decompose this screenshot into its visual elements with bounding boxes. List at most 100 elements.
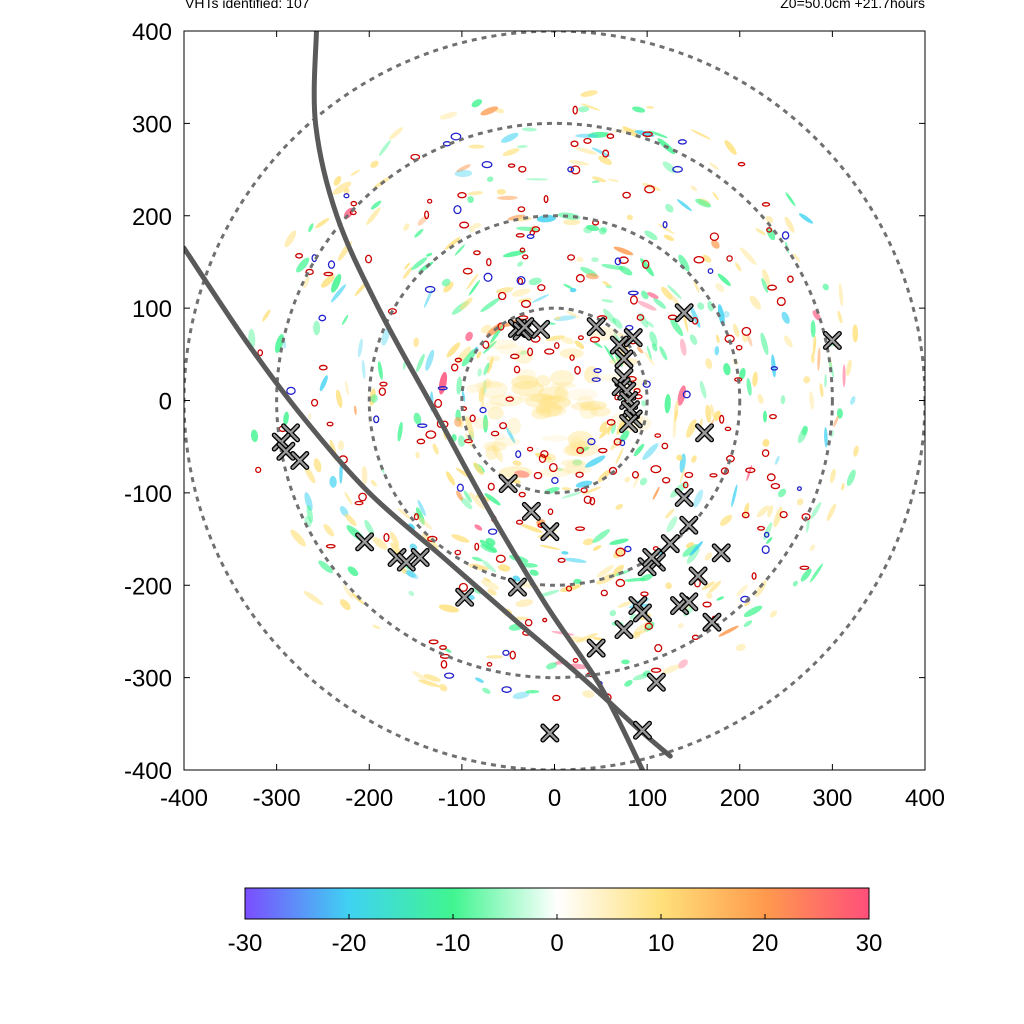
field-streak bbox=[781, 311, 790, 324]
field-streak bbox=[699, 380, 707, 399]
field-streak bbox=[576, 256, 584, 263]
field-streak bbox=[472, 222, 482, 229]
contour-loop bbox=[318, 364, 328, 371]
range-ring bbox=[275, 121, 834, 680]
vht-marker bbox=[507, 577, 527, 597]
contour-loop bbox=[644, 185, 655, 194]
field-streak bbox=[441, 278, 451, 287]
field-streak bbox=[389, 531, 400, 548]
contour-loop bbox=[520, 299, 532, 308]
contour-loop bbox=[544, 348, 555, 355]
contour-loop bbox=[552, 694, 561, 702]
field-streak bbox=[723, 311, 730, 318]
field-streak bbox=[406, 570, 416, 578]
field-streak bbox=[798, 213, 814, 224]
field-streak bbox=[596, 565, 614, 578]
field-streak bbox=[417, 499, 426, 517]
field-streak bbox=[460, 497, 473, 510]
contour-loop bbox=[796, 486, 802, 492]
field-streak bbox=[709, 162, 719, 170]
field-streak bbox=[826, 503, 837, 522]
field-streak bbox=[361, 465, 368, 485]
field-streak bbox=[612, 317, 623, 329]
vht-marker-fill bbox=[615, 621, 633, 638]
vht-marker-fill bbox=[291, 452, 308, 469]
field-streak bbox=[803, 376, 811, 384]
contour-loop bbox=[554, 342, 560, 350]
field-streak bbox=[361, 359, 366, 379]
field-streak bbox=[482, 577, 492, 582]
eye-shade bbox=[530, 393, 554, 403]
field-streak bbox=[561, 551, 569, 555]
eye-shade bbox=[543, 396, 563, 403]
colorbar-tick-label: -20 bbox=[332, 930, 367, 957]
contour-loop bbox=[515, 450, 522, 459]
contour-loop bbox=[524, 618, 533, 627]
vht-marker-fill bbox=[634, 722, 651, 739]
vht-marker bbox=[387, 548, 407, 568]
field-streak bbox=[484, 493, 501, 506]
contour-loop bbox=[709, 473, 718, 478]
field-streak bbox=[519, 350, 528, 355]
field-streak bbox=[783, 335, 793, 348]
eye-shade bbox=[524, 394, 560, 409]
field-streak bbox=[663, 234, 675, 241]
field-streak bbox=[592, 637, 603, 641]
field-streak bbox=[817, 347, 821, 371]
contour-loop bbox=[428, 639, 439, 645]
x-tick-label: -200 bbox=[345, 785, 393, 812]
field-streak bbox=[378, 140, 391, 157]
contour-loop bbox=[719, 414, 725, 424]
field-streak bbox=[762, 439, 770, 447]
eye-shade bbox=[485, 445, 498, 461]
vht-marker-fill bbox=[532, 321, 549, 338]
eye-shade bbox=[539, 407, 552, 414]
vht-marker-fill bbox=[696, 424, 713, 442]
x-tick-label: -400 bbox=[160, 785, 208, 812]
field-streak bbox=[642, 443, 659, 461]
contour-loop bbox=[614, 257, 622, 266]
field-streak bbox=[411, 257, 428, 271]
field-streak bbox=[413, 337, 419, 348]
field-streak bbox=[755, 228, 766, 236]
contour-loop bbox=[622, 191, 631, 199]
field-streak bbox=[743, 605, 763, 618]
field-streak bbox=[329, 475, 337, 488]
vht-marker-fill bbox=[680, 517, 698, 534]
vht-marker-fill bbox=[523, 503, 540, 520]
contour-loop bbox=[737, 161, 746, 167]
contour-loop bbox=[531, 226, 541, 233]
field-streak bbox=[514, 470, 530, 478]
vht-marker bbox=[355, 532, 375, 552]
contour-loop bbox=[629, 295, 638, 305]
contour-loop bbox=[593, 368, 602, 374]
contour-loop bbox=[776, 296, 786, 307]
field-streak bbox=[695, 198, 712, 208]
contour-loop bbox=[575, 471, 584, 478]
field-streak bbox=[665, 582, 672, 590]
contour-loop bbox=[358, 492, 367, 502]
colorbar-tick-label: -30 bbox=[228, 930, 263, 957]
field-streak bbox=[517, 144, 528, 149]
contour-loop bbox=[526, 233, 535, 239]
vht-marker-fill bbox=[675, 489, 693, 506]
field-streak bbox=[319, 375, 328, 392]
field-streak bbox=[792, 253, 801, 263]
contour-loop bbox=[537, 284, 546, 292]
contour-loop bbox=[575, 274, 585, 283]
field-streak bbox=[573, 578, 582, 584]
field-streak bbox=[609, 610, 617, 617]
contour-loop bbox=[540, 450, 549, 458]
field-streak bbox=[640, 290, 649, 300]
field-streak bbox=[850, 396, 856, 405]
field-streak bbox=[757, 393, 764, 404]
contour-loop bbox=[724, 426, 732, 432]
field-streak bbox=[397, 508, 413, 521]
eye-shade bbox=[550, 382, 576, 389]
field-streak bbox=[454, 169, 473, 177]
field-streak bbox=[366, 207, 381, 226]
contour-loop bbox=[619, 439, 626, 447]
vht-marker bbox=[642, 548, 662, 568]
field-streak bbox=[511, 288, 531, 297]
